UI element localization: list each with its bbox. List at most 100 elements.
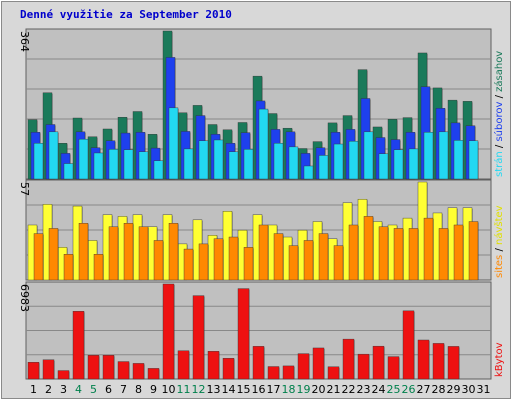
bar-kbytes-kBytov-day-14 xyxy=(222,358,235,380)
bar-visits-sites-day-14 xyxy=(228,236,239,281)
bar-kbytes-kBytov-day-7 xyxy=(117,361,130,380)
y-max-label-kbytes: 6983 xyxy=(18,284,31,312)
legend-item: zásahov xyxy=(493,51,505,92)
bar-visits-sites-day-16 xyxy=(258,224,269,281)
x-tick-label-day-13: 13 xyxy=(207,383,221,396)
bar-traffic-strán-day-4 xyxy=(78,138,89,180)
bar-kbytes-kBytov-day-25 xyxy=(387,356,400,380)
x-tick-label-day-9: 9 xyxy=(150,383,157,396)
bar-visits-sites-day-30 xyxy=(468,221,479,281)
bar-traffic-strán-day-25 xyxy=(393,149,404,180)
x-tick-label-day-16: 16 xyxy=(252,383,266,396)
bar-traffic-strán-day-23 xyxy=(363,131,374,180)
bar-kbytes-kBytov-day-1 xyxy=(27,362,40,380)
bar-traffic-strán-day-29 xyxy=(453,140,464,180)
legend-item: strán xyxy=(493,151,505,177)
bar-traffic-strán-day-7 xyxy=(123,149,134,180)
x-tick-label-day-3: 3 xyxy=(60,383,67,396)
bar-visits-sites-day-13 xyxy=(213,238,224,281)
bar-kbytes-kBytov-day-17 xyxy=(267,366,280,380)
bar-visits-sites-day-12 xyxy=(198,243,209,281)
bar-kbytes-kBytov-day-8 xyxy=(132,363,145,380)
bar-traffic-strán-day-26 xyxy=(408,148,419,180)
bar-kbytes-kBytov-day-26 xyxy=(402,310,415,380)
bar-traffic-strán-day-6 xyxy=(108,149,119,180)
bar-kbytes-kBytov-day-4 xyxy=(72,311,85,380)
bar-kbytes-kBytov-day-18 xyxy=(282,365,295,380)
legend-item: návštev xyxy=(493,205,505,245)
bar-visits-sites-day-21 xyxy=(333,245,344,281)
bar-traffic-strán-day-11 xyxy=(183,148,194,180)
x-tick-label-day-8: 8 xyxy=(135,383,142,396)
x-tick-label-day-30: 30 xyxy=(462,383,476,396)
x-tick-label-day-27: 27 xyxy=(417,383,431,396)
bar-visits-sites-day-25 xyxy=(393,228,404,281)
bar-kbytes-kBytov-day-5 xyxy=(87,355,100,380)
bar-kbytes-kBytov-day-12 xyxy=(192,295,205,380)
bar-visits-sites-day-17 xyxy=(273,233,284,281)
x-tick-label-day-31: 31 xyxy=(477,383,491,396)
bar-kbytes-kBytov-day-20 xyxy=(312,347,325,380)
bar-visits-sites-day-18 xyxy=(288,245,299,281)
bar-visits-sites-day-26 xyxy=(408,228,419,281)
bar-visits-sites-day-9 xyxy=(153,240,164,281)
bar-visits-sites-day-8 xyxy=(138,226,149,281)
chart-title: Denné využitie za September 2010 xyxy=(20,8,232,21)
bar-traffic-strán-day-18 xyxy=(288,146,299,180)
bar-traffic-strán-day-3 xyxy=(63,163,74,180)
bar-kbytes-kBytov-day-10 xyxy=(162,283,175,380)
x-tick-label-day-24: 24 xyxy=(372,383,386,396)
x-tick-label-day-28: 28 xyxy=(432,383,446,396)
bar-traffic-strán-day-16 xyxy=(258,108,269,180)
bar-visits-sites-day-15 xyxy=(243,247,254,281)
bar-kbytes-kBytov-day-2 xyxy=(42,359,55,380)
bar-traffic-strán-day-22 xyxy=(348,140,359,180)
x-tick-label-day-5: 5 xyxy=(90,383,97,396)
bar-kbytes-kBytov-day-11 xyxy=(177,350,190,380)
legend-kbytes: kBytov xyxy=(494,342,505,377)
legend-traffic: strán / súborov / zásahov xyxy=(493,51,505,177)
bar-visits-sites-day-7 xyxy=(123,223,134,281)
legend-item: sites xyxy=(494,255,505,278)
bar-traffic-strán-day-27 xyxy=(423,132,434,180)
bar-traffic-strán-day-21 xyxy=(333,143,344,180)
x-tick-label-day-12: 12 xyxy=(192,383,206,396)
bar-kbytes-kBytov-day-23 xyxy=(357,353,370,380)
x-tick-label-day-26: 26 xyxy=(402,383,416,396)
bar-kbytes-kBytov-day-16 xyxy=(252,346,265,380)
bar-traffic-strán-day-24 xyxy=(378,153,389,180)
bar-visits-sites-day-10 xyxy=(168,223,179,281)
bar-traffic-strán-day-9 xyxy=(153,160,164,180)
bar-visits-sites-day-27 xyxy=(423,217,434,281)
bar-kbytes-kBytov-day-22 xyxy=(342,338,355,380)
x-tick-label-day-15: 15 xyxy=(237,383,251,396)
bar-traffic-strán-day-10 xyxy=(168,107,179,180)
bar-traffic-strán-day-8 xyxy=(138,151,149,180)
x-tick-label-day-29: 29 xyxy=(447,383,461,396)
bar-traffic-strán-day-30 xyxy=(468,140,479,180)
x-tick-label-day-21: 21 xyxy=(327,383,341,396)
bar-visits-sites-day-11 xyxy=(183,248,194,281)
y-max-label-visits: 57 xyxy=(18,182,31,196)
bar-traffic-strán-day-19 xyxy=(303,165,314,180)
bar-visits-sites-day-24 xyxy=(378,226,389,281)
x-tick-label-day-7: 7 xyxy=(120,383,127,396)
bar-traffic-strán-day-1 xyxy=(33,143,44,180)
x-tick-label-day-4: 4 xyxy=(75,383,82,396)
bar-traffic-strán-day-20 xyxy=(318,155,329,180)
bar-traffic-strán-day-13 xyxy=(213,139,224,180)
x-tick-label-day-17: 17 xyxy=(267,383,281,396)
bar-kbytes-kBytov-day-3 xyxy=(57,370,70,380)
bar-traffic-strán-day-14 xyxy=(228,151,239,180)
x-tick-label-day-1: 1 xyxy=(30,383,37,396)
x-tick-label-day-22: 22 xyxy=(342,383,356,396)
bar-visits-sites-day-4 xyxy=(78,223,89,281)
bar-visits-sites-day-23 xyxy=(363,216,374,281)
x-tick-label-day-14: 14 xyxy=(222,383,236,396)
bar-kbytes-kBytov-day-9 xyxy=(147,368,160,380)
x-tick-label-day-10: 10 xyxy=(162,383,176,396)
bar-visits-sites-day-19 xyxy=(303,240,314,281)
bar-traffic-strán-day-12 xyxy=(198,140,209,180)
